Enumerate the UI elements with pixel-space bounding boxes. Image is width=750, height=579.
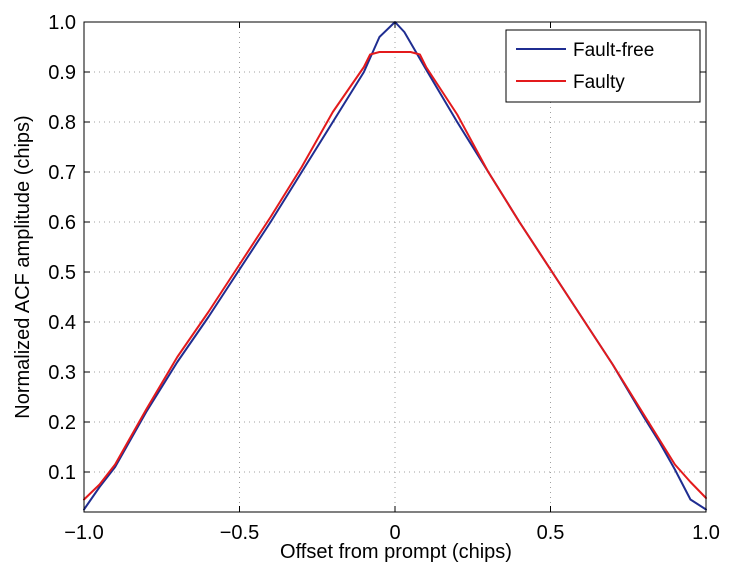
series-line-faulty [83, 51, 707, 501]
legend-label: Fault-free [573, 40, 654, 61]
legend-box [505, 29, 701, 103]
y-axis-label: Normalized ACF amplitude (chips) [12, 115, 34, 418]
legend: Fault-free Faulty [505, 29, 701, 103]
x-tick-label: −0.5 [220, 522, 259, 544]
x-tick-label: 1.0 [692, 522, 720, 544]
x-tick-label: 0.5 [537, 522, 565, 544]
x-tick-label: 0 [389, 522, 400, 544]
x-axis-label: Offset from prompt (chips) [280, 541, 512, 563]
legend-label: Faulty [573, 72, 625, 93]
y-tick-label: 0.8 [48, 112, 76, 134]
axis-ticks [83, 21, 707, 512]
y-tick-labels: 0.1 0.2 0.3 0.4 0.5 0.6 0.7 0.8 0.9 1.0 [48, 12, 76, 484]
y-tick-label: 0.2 [48, 412, 76, 434]
y-tick-label: 0.7 [48, 162, 76, 184]
y-tick-label: 0.1 [48, 462, 76, 484]
x-tick-label: −1.0 [64, 522, 103, 544]
x-tick-labels: −1.0 −0.5 0 0.5 1.0 [64, 522, 720, 544]
y-tick-label: 0.4 [48, 312, 76, 334]
y-tick-label: 0.3 [48, 362, 76, 384]
y-tick-label: 0.6 [48, 212, 76, 234]
y-tick-label: 0.5 [48, 262, 76, 284]
y-tick-label: 0.9 [48, 62, 76, 84]
y-tick-label: 1.0 [48, 12, 76, 34]
